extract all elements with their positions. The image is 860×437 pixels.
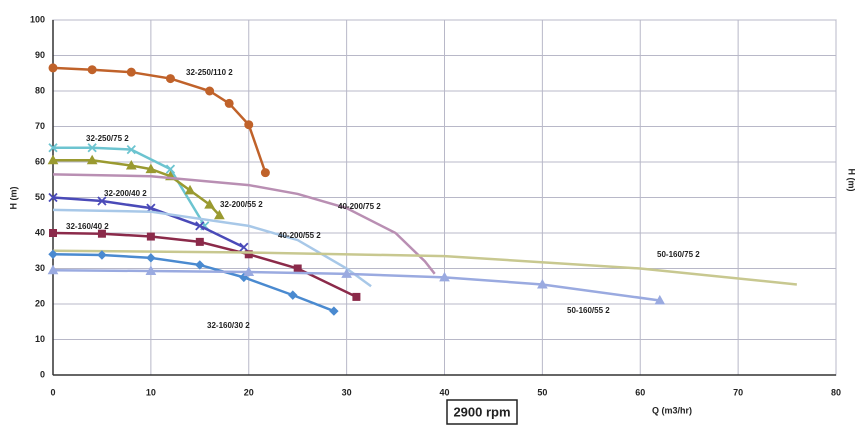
marker <box>239 242 249 252</box>
x-tick-label: 10 <box>146 387 156 397</box>
marker <box>329 306 339 316</box>
x-tick-label: 40 <box>439 387 449 397</box>
marker <box>184 184 196 195</box>
marker <box>126 144 136 155</box>
y-tick-label: 0 <box>40 369 45 379</box>
y-tick-label: 20 <box>35 298 45 308</box>
series-label: 32-160/40 2 <box>66 222 109 231</box>
marker <box>537 278 548 289</box>
marker <box>165 74 175 84</box>
y-tick-label: 70 <box>35 121 45 131</box>
marker <box>97 229 106 238</box>
marker <box>48 249 58 260</box>
series-label: 32-250/110 2 <box>186 68 233 77</box>
marker <box>145 265 157 275</box>
marker <box>97 196 107 206</box>
y-axis-label: H (m) <box>8 187 18 210</box>
marker <box>214 209 225 220</box>
marker <box>165 164 176 174</box>
marker <box>97 250 107 260</box>
marker <box>244 250 253 259</box>
series-label: 40-200/75 2 <box>338 202 381 211</box>
series-label: 40-200/55 2 <box>278 231 321 240</box>
series-label: 32-200/55 2 <box>220 200 263 209</box>
marker <box>87 65 97 75</box>
marker <box>224 98 234 108</box>
marker <box>260 168 270 178</box>
marker <box>48 192 58 203</box>
marker <box>244 120 254 130</box>
x-tick-label: 20 <box>244 387 254 397</box>
y-tick-label: 10 <box>35 334 45 344</box>
marker <box>293 264 302 273</box>
series-label: 32-200/40 2 <box>104 189 147 198</box>
marker <box>87 143 97 153</box>
y-tick-label: 100 <box>30 14 45 24</box>
marker <box>288 290 298 300</box>
y-tick-label: 60 <box>35 156 45 166</box>
x-tick-label: 50 <box>537 387 547 397</box>
series-line <box>53 158 221 217</box>
y-tick-label: 80 <box>35 85 45 95</box>
marker <box>86 154 98 165</box>
marker <box>48 143 58 153</box>
marker <box>48 63 58 73</box>
x-axis-label: Q (m3/hr) <box>652 405 692 415</box>
annotation: 2900 rpm <box>453 404 510 419</box>
y-tick-label: 90 <box>35 50 45 60</box>
marker <box>654 294 666 305</box>
y-tick-label: 30 <box>35 263 45 273</box>
x-tick-label: 30 <box>342 387 352 397</box>
marker <box>439 271 450 282</box>
annotation-box <box>446 399 518 425</box>
marker <box>125 160 137 170</box>
marker <box>204 199 215 209</box>
marker <box>126 67 136 77</box>
marker <box>47 154 59 165</box>
marker <box>146 232 155 241</box>
marker <box>195 221 205 231</box>
series-label: 50-160/75 2 <box>657 250 700 259</box>
marker <box>195 260 205 270</box>
marker <box>146 253 156 263</box>
y2-axis-label: H (m) <box>847 169 857 192</box>
marker <box>243 266 255 277</box>
series-label: 50-160/55 2 <box>567 306 610 315</box>
x-tick-label: 0 <box>50 387 55 397</box>
series-line <box>52 249 797 286</box>
marker <box>145 163 157 174</box>
y-tick-label: 50 <box>35 192 45 202</box>
marker <box>195 237 204 246</box>
marker <box>49 229 57 237</box>
marker <box>352 292 361 301</box>
marker <box>47 264 59 275</box>
x-tick-label: 70 <box>733 387 743 397</box>
marker <box>205 86 215 96</box>
series-line <box>52 208 372 288</box>
marker <box>341 268 352 278</box>
series-line <box>52 66 267 174</box>
x-tick-label: 60 <box>635 387 645 397</box>
series-label: 32-250/75 2 <box>86 134 129 143</box>
y-tick-label: 40 <box>35 227 45 237</box>
x-tick-label: 80 <box>831 387 841 397</box>
series-label: 32-160/30 2 <box>207 321 250 330</box>
